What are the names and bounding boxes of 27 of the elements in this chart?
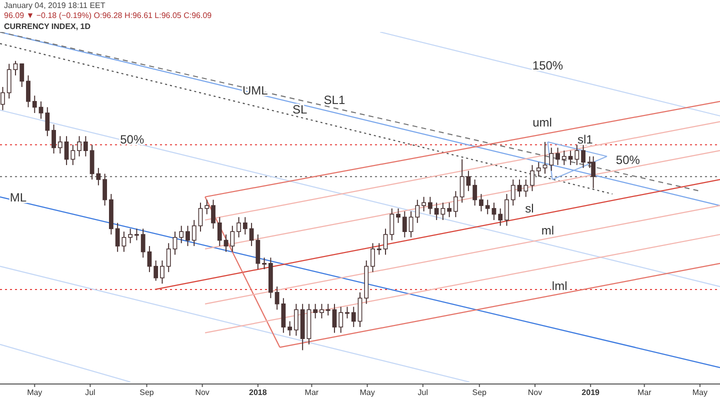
annotation: ML (10, 190, 27, 205)
x-tick-label: Jul (418, 388, 428, 397)
annotation: sl (525, 202, 534, 216)
chart-title: CURRENCY INDEX, 1D (4, 22, 91, 31)
annotation: 50% (120, 132, 144, 147)
text: January 04, 2019 18:11 EET (4, 1, 106, 10)
x-tick-label: Sep (472, 388, 488, 397)
annotation: 50% (616, 153, 640, 168)
annotation: sl1 (577, 132, 594, 146)
x-tick-label: 2019 (582, 388, 600, 397)
x-tick-label: May (27, 388, 42, 397)
annotation: lml (552, 279, 568, 294)
chart-subtitle: 96.09 ▼ −0.18 (−0.19%) O:96.28 H:96.61 L:96.05 C:96.09 (4, 11, 212, 20)
x-tick-label: May (360, 388, 375, 397)
x-tick-label: May (692, 388, 708, 397)
annotation: SL (292, 102, 308, 116)
x-tick-label: Nov (195, 388, 210, 397)
x-tick-label: Jul (85, 388, 96, 397)
x-tick-label: Sep (140, 388, 154, 397)
annotation: uml (532, 115, 552, 130)
annotation: 150% (532, 58, 564, 72)
annotation: SL1 (324, 93, 346, 108)
x-tick-label: Nov (528, 388, 542, 397)
x-tick-label: 2018 (249, 388, 268, 397)
x-tick-label: Mar (637, 388, 652, 397)
x-tick-label: Mar (304, 388, 319, 397)
annotation: ml (541, 224, 554, 238)
